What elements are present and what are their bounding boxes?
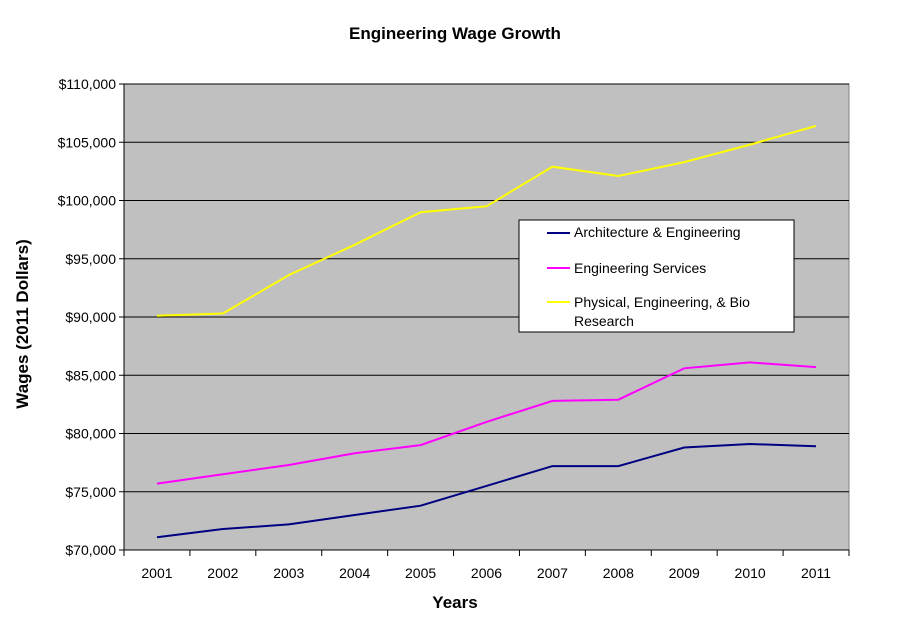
gridlines xyxy=(124,83,849,493)
x-tick-label-2001: 2001 xyxy=(141,565,172,581)
x-tick-label-2010: 2010 xyxy=(735,565,766,581)
series-line-physical-engineering-bio-research xyxy=(156,124,817,317)
x-tick-label-2006: 2006 xyxy=(471,565,502,581)
chart-title: Engineering Wage Growth xyxy=(349,24,561,43)
y-tick-label: $100,000 xyxy=(58,193,117,209)
y-tick-label: $85,000 xyxy=(65,367,116,383)
y-axis-title: Wages (2011 Dollars) xyxy=(13,239,32,408)
y-tick-label: $70,000 xyxy=(65,542,116,558)
legend-label-engineering-services: Engineering Services xyxy=(574,260,706,276)
series-line-architecture-engineering xyxy=(156,442,817,539)
legend-label-physical-engineering-bio-research-line1: Physical, Engineering, & Bio xyxy=(574,294,750,310)
x-tick-label-2007: 2007 xyxy=(537,565,568,581)
x-tick-label-2005: 2005 xyxy=(405,565,436,581)
x-tick-label-2009: 2009 xyxy=(669,565,700,581)
x-tick-label-2004: 2004 xyxy=(339,565,370,581)
x-axis-ticks: 2001 2002 2003 2004 2005 2006 2007 2008 2009 2010… xyxy=(123,550,850,581)
y-tick-label: $95,000 xyxy=(65,251,116,267)
series-line-engineering-services xyxy=(156,361,817,485)
x-tick-label-2011: 2011 xyxy=(801,565,831,581)
x-tick-label-2003: 2003 xyxy=(273,565,304,581)
x-axis-title: Years xyxy=(432,593,477,612)
y-tick-label: $110,000 xyxy=(59,76,117,92)
legend-label-architecture-engineering: Architecture & Engineering xyxy=(574,224,741,240)
series-lines xyxy=(156,124,817,539)
legend-label-physical-engineering-bio-research-line2: Research xyxy=(574,313,634,329)
y-tick-label: $105,000 xyxy=(58,134,117,150)
legend-box xyxy=(518,219,795,333)
legend: Architecture & Engineering Engineering S… xyxy=(518,219,795,333)
y-tick-label: $75,000 xyxy=(65,484,116,500)
y-tick-label: $90,000 xyxy=(65,309,116,325)
y-tick-label: $80,000 xyxy=(65,426,116,442)
y-axis-ticks: $70,000 $75,000 $80,000 $85,000 $90,000 $95,0… xyxy=(58,76,124,558)
x-tick-label-2002: 2002 xyxy=(207,565,238,581)
x-tick-label-2008: 2008 xyxy=(603,565,634,581)
